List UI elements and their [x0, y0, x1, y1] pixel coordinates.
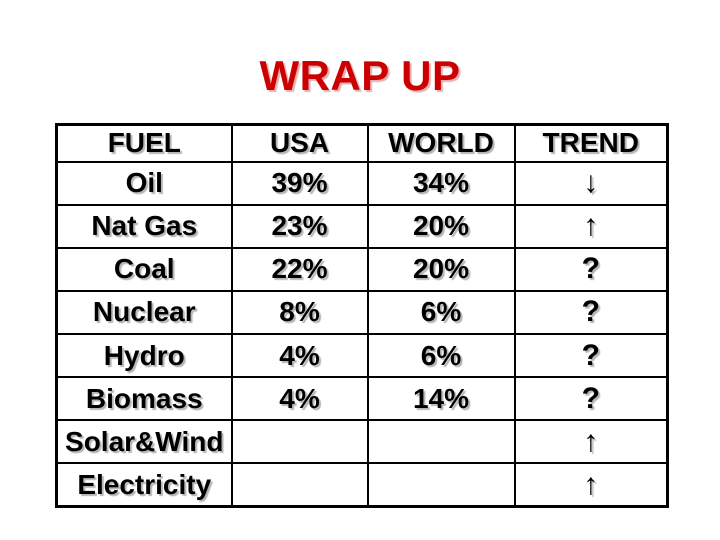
- slide-title: WRAP UP: [259, 52, 461, 99]
- cell-world: 20%: [366, 246, 516, 292]
- cell-world: [366, 419, 516, 465]
- cell-fuel: Nuclear: [55, 289, 233, 336]
- cell-fuel: Solar&Wind: [55, 419, 233, 465]
- cell-fuel: Hydro: [55, 332, 233, 379]
- cell-world: 14%: [366, 376, 516, 422]
- cell-trend-question-mark: ?: [513, 246, 669, 292]
- cell-world: 6%: [366, 332, 516, 379]
- col-header-trend: TREND: [513, 123, 669, 163]
- cell-fuel: Nat Gas: [55, 203, 233, 249]
- table-header-row: FUEL USA WORLD TREND: [55, 123, 669, 163]
- cell-world: [366, 462, 516, 508]
- cell-fuel: Biomass: [55, 376, 233, 422]
- cell-world: 6%: [366, 289, 516, 336]
- table-row-solar-wind: Solar&Wind ↑: [55, 419, 669, 465]
- col-header-usa: USA: [230, 123, 369, 163]
- cell-trend-down-arrow: ↓: [513, 160, 669, 206]
- cell-trend-up-arrow: ↑: [513, 203, 669, 249]
- table-row-electricity: Electricity ↑: [55, 462, 669, 508]
- cell-usa: 4%: [230, 332, 369, 379]
- cell-usa: 22%: [230, 246, 369, 292]
- cell-world: 34%: [366, 160, 516, 206]
- cell-trend-up-arrow: ↑: [513, 419, 669, 465]
- cell-trend-up-arrow: ↑: [513, 462, 669, 508]
- table-row-coal: Coal 22% 20% ?: [55, 246, 669, 292]
- wrap-up-table: FUEL USA WORLD TREND Oil 39% 34% ↓ Nat G…: [55, 123, 669, 508]
- cell-world: 20%: [366, 203, 516, 249]
- cell-usa: 39%: [230, 160, 369, 206]
- cell-trend-question-mark: ?: [513, 332, 669, 379]
- cell-usa: 4%: [230, 376, 369, 422]
- cell-fuel: Electricity: [55, 462, 233, 508]
- table-row-hydro: Hydro 4% 6% ?: [55, 332, 669, 379]
- cell-usa: [230, 462, 369, 508]
- cell-usa: 23%: [230, 203, 369, 249]
- cell-trend-question-mark: ?: [513, 376, 669, 422]
- cell-usa: [230, 419, 369, 465]
- col-header-world: WORLD: [366, 123, 516, 163]
- table-row-oil: Oil 39% 34% ↓: [55, 160, 669, 206]
- table-row-nat-gas: Nat Gas 23% 20% ↑: [55, 203, 669, 249]
- cell-usa: 8%: [230, 289, 369, 336]
- cell-trend-question-mark: ?: [513, 289, 669, 336]
- cell-fuel: Oil: [55, 160, 233, 206]
- col-header-fuel: FUEL: [55, 123, 233, 163]
- cell-fuel: Coal: [55, 246, 233, 292]
- table-row-biomass: Biomass 4% 14% ?: [55, 376, 669, 422]
- table-row-nuclear: Nuclear 8% 6% ?: [55, 289, 669, 336]
